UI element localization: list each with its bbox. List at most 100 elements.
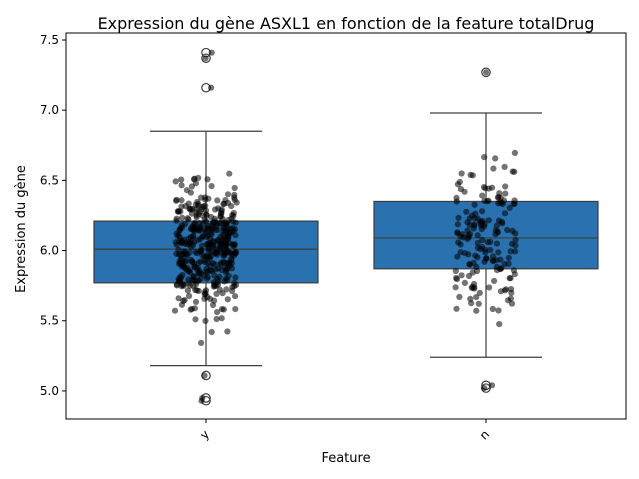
sample-point — [232, 274, 239, 281]
sample-point — [486, 284, 493, 291]
sample-point — [497, 256, 504, 263]
sample-point — [508, 240, 516, 247]
sample-point — [484, 198, 491, 205]
sample-point — [228, 256, 235, 264]
sample-point — [475, 300, 482, 307]
sample-point — [454, 253, 461, 260]
sample-point — [509, 227, 516, 234]
sample-point — [172, 239, 179, 246]
sample-point — [454, 181, 461, 188]
sample-point — [175, 275, 182, 283]
sample-point — [230, 252, 237, 259]
sample-point — [476, 289, 483, 296]
sample-point — [173, 215, 180, 222]
sample-point — [457, 186, 464, 193]
sample-point — [174, 208, 181, 215]
sample-point — [201, 372, 208, 379]
sample-point — [213, 251, 220, 258]
sample-point — [455, 214, 462, 221]
sample-point — [197, 247, 204, 254]
sample-point — [505, 254, 512, 261]
sample-point — [202, 55, 209, 62]
sample-point — [206, 241, 213, 248]
sample-point — [482, 185, 489, 192]
sample-point — [479, 192, 486, 199]
sample-point — [209, 301, 217, 309]
sample-point — [479, 208, 486, 215]
sample-point — [455, 239, 462, 246]
sample-point — [187, 189, 194, 196]
sample-point — [186, 205, 193, 212]
y-axis-label: Expression du gène — [14, 165, 29, 293]
sample-point — [489, 305, 496, 313]
sample-point — [469, 269, 476, 276]
sample-point — [487, 238, 494, 245]
sample-point — [229, 287, 236, 295]
sample-point — [220, 224, 227, 231]
sample-point — [460, 234, 467, 241]
sample-point — [219, 237, 226, 244]
sample-point — [454, 221, 461, 228]
y-tick-label: 5.0 — [40, 384, 59, 398]
sample-point — [231, 184, 238, 192]
sample-point — [473, 294, 480, 301]
sample-point — [461, 250, 468, 257]
sample-point — [218, 208, 225, 215]
sample-point — [196, 225, 203, 232]
sample-point — [193, 209, 200, 216]
sample-point — [205, 268, 212, 275]
sample-point — [173, 230, 180, 237]
y-tick-label: 6.0 — [40, 244, 59, 258]
sample-point — [172, 178, 179, 185]
sample-point — [474, 239, 481, 247]
sample-point — [472, 210, 479, 217]
sample-point — [471, 221, 478, 228]
sample-point — [188, 183, 195, 190]
sample-point — [214, 197, 221, 204]
sample-point — [185, 280, 192, 287]
sample-point — [504, 226, 511, 234]
sample-point — [225, 216, 232, 223]
sample-point — [219, 290, 226, 297]
sample-point — [203, 233, 210, 240]
sample-point — [178, 182, 185, 189]
sample-point — [173, 197, 180, 204]
sample-point — [496, 321, 503, 328]
sample-point — [224, 296, 231, 303]
sample-point — [209, 260, 217, 267]
sample-point — [218, 315, 225, 322]
sample-point — [182, 240, 189, 248]
sample-point — [467, 295, 474, 302]
sample-point — [185, 216, 192, 223]
sample-point — [214, 226, 221, 234]
sample-point — [491, 277, 498, 284]
y-tick-label: 6.5 — [40, 173, 59, 187]
sample-point — [192, 316, 199, 323]
sample-point — [495, 307, 502, 314]
sample-point — [488, 382, 496, 389]
sample-point — [214, 309, 221, 316]
sample-point — [224, 191, 232, 198]
sample-point — [213, 315, 220, 323]
sample-point — [508, 289, 515, 296]
sample-point — [231, 194, 238, 201]
sample-point — [189, 259, 196, 266]
sample-point — [463, 208, 470, 215]
points-layer — [171, 49, 519, 404]
sample-point — [511, 248, 519, 255]
sample-point — [212, 206, 219, 213]
sample-point — [214, 281, 221, 288]
sample-point — [458, 272, 465, 279]
sample-point — [217, 213, 224, 220]
sample-point — [495, 217, 503, 224]
sample-point — [511, 200, 518, 207]
y-tick-label: 7.0 — [40, 103, 59, 117]
sample-point — [501, 210, 509, 217]
chart-title: Expression du gène ASXL1 en fonction de … — [98, 14, 595, 33]
y-tick-label: 5.5 — [40, 314, 59, 328]
sample-point — [466, 261, 473, 268]
sample-point — [208, 229, 215, 236]
y-axis-ticks: 5.0 5.5 6.0 6.5 7.0 7.5 — [40, 33, 66, 398]
sample-point — [469, 172, 476, 179]
